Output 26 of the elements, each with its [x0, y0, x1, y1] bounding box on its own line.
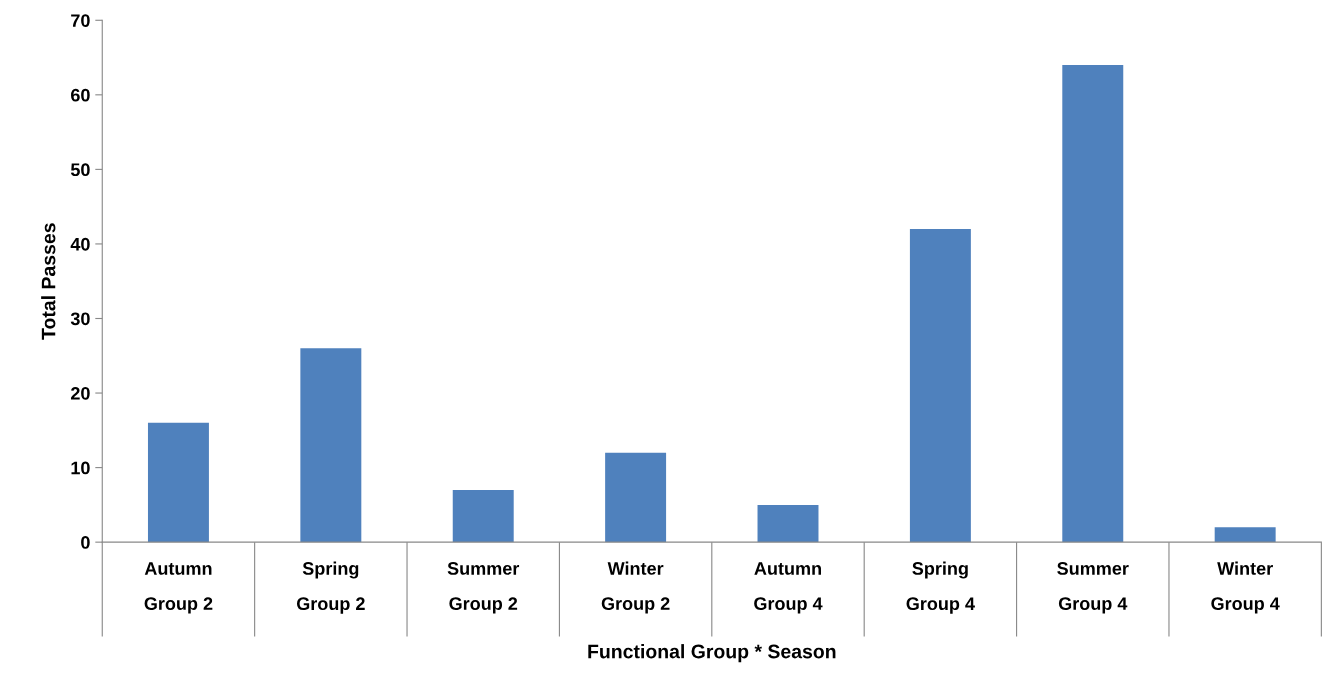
bar [1062, 65, 1124, 543]
y-tick-label: 60 [71, 88, 90, 102]
y-tick-label: 50 [70, 163, 90, 177]
bar [452, 489, 514, 543]
x-tick-label: Spring Group 4 [906, 561, 975, 614]
bar [909, 229, 971, 543]
bar [1214, 527, 1276, 543]
y-tick-label: 30 [70, 312, 90, 326]
category-label: Winter Group 2 [601, 561, 670, 614]
category-label: Autumn Group 2 [144, 562, 213, 614]
y-tick-label: 20 [71, 386, 90, 400]
bar [605, 452, 667, 543]
bar [147, 422, 209, 543]
y-tick-label: 70 [71, 14, 90, 27]
x-axis-title: Functional Group * Season [588, 644, 836, 663]
category-label: Summer Group 4 [1057, 562, 1129, 614]
category-label: Summer Group 2 [447, 562, 520, 614]
x-tick-label: Spring Group 2 [296, 561, 365, 614]
bar [757, 504, 819, 543]
y-tick-label: 0 [81, 536, 90, 549]
y-tick-label: 40 [70, 237, 90, 251]
category-label: Autumn Group 4 [754, 562, 823, 614]
bar [300, 348, 362, 543]
category-label: Winter Group 4 [1211, 561, 1280, 614]
y-tick-label: 10 [71, 461, 90, 475]
y-axis-title: Total Passes [41, 223, 56, 340]
